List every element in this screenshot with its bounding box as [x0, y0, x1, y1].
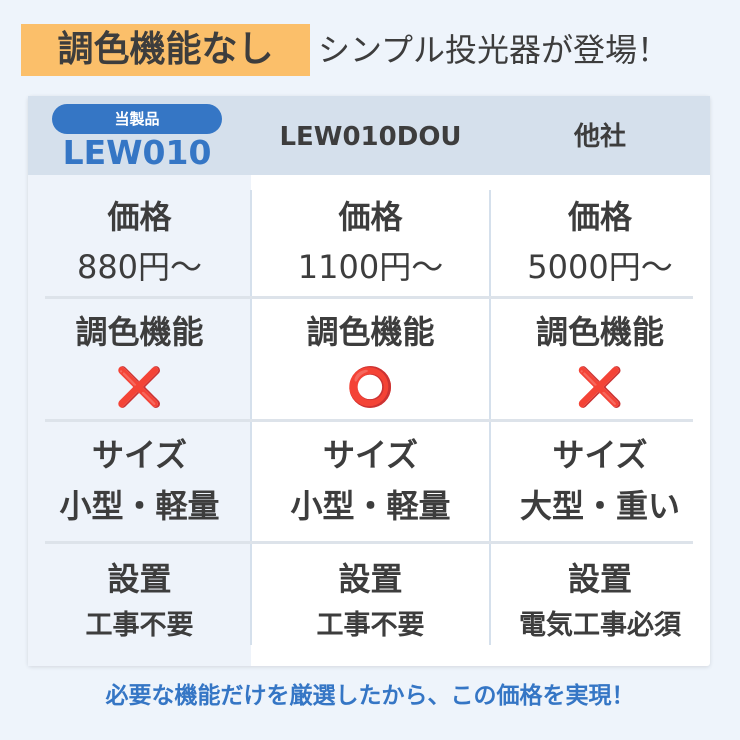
footer-tagline: 必要な機能だけを厳選したから、この価格を実現！ — [105, 683, 635, 709]
column-header-competitor: 他社 — [573, 122, 626, 152]
size-label: サイズ — [552, 436, 648, 474]
size-label: サイズ — [322, 436, 419, 474]
size-value: 小型・軽量 — [290, 487, 451, 525]
column-header-lew010: LEW010 — [62, 133, 212, 172]
installation-label: 設置 — [338, 560, 403, 598]
headline-text: シンプル投光器が登場！ — [318, 31, 670, 69]
divider — [489, 190, 491, 645]
price-value: 5000円〜 — [527, 248, 673, 286]
installation-label: 設置 — [567, 560, 632, 598]
installation-value: 電気工事必須 — [519, 610, 681, 641]
color-function-label: 調色機能 — [535, 313, 664, 351]
installation-value: 工事不要 — [85, 610, 194, 641]
size-label: サイズ — [91, 436, 188, 474]
installation-value: 工事不要 — [316, 610, 425, 641]
size-value: 大型・重い — [519, 487, 680, 525]
cross-icon: ❌ — [115, 365, 164, 409]
price-label: 価格 — [567, 198, 632, 236]
color-function-label: 調色機能 — [75, 313, 204, 351]
column-header-lew010dou: LEW010DOU — [279, 122, 462, 152]
divider — [250, 190, 252, 645]
own-product-badge: 当製品 — [52, 104, 222, 134]
circle-icon: ⭕ — [346, 365, 395, 409]
price-value: 1100円〜 — [297, 248, 444, 286]
installation-label: 設置 — [107, 560, 172, 598]
headline-highlight: 調色機能なし — [21, 24, 310, 76]
price-label: 価格 — [107, 198, 172, 236]
divider — [45, 296, 693, 299]
divider — [45, 419, 693, 422]
price-value: 880円〜 — [76, 248, 203, 286]
color-function-label: 調色機能 — [306, 313, 435, 351]
size-value: 小型・軽量 — [59, 487, 220, 525]
price-label: 価格 — [338, 198, 403, 236]
cross-icon: ❌ — [576, 365, 624, 409]
divider — [45, 541, 693, 544]
